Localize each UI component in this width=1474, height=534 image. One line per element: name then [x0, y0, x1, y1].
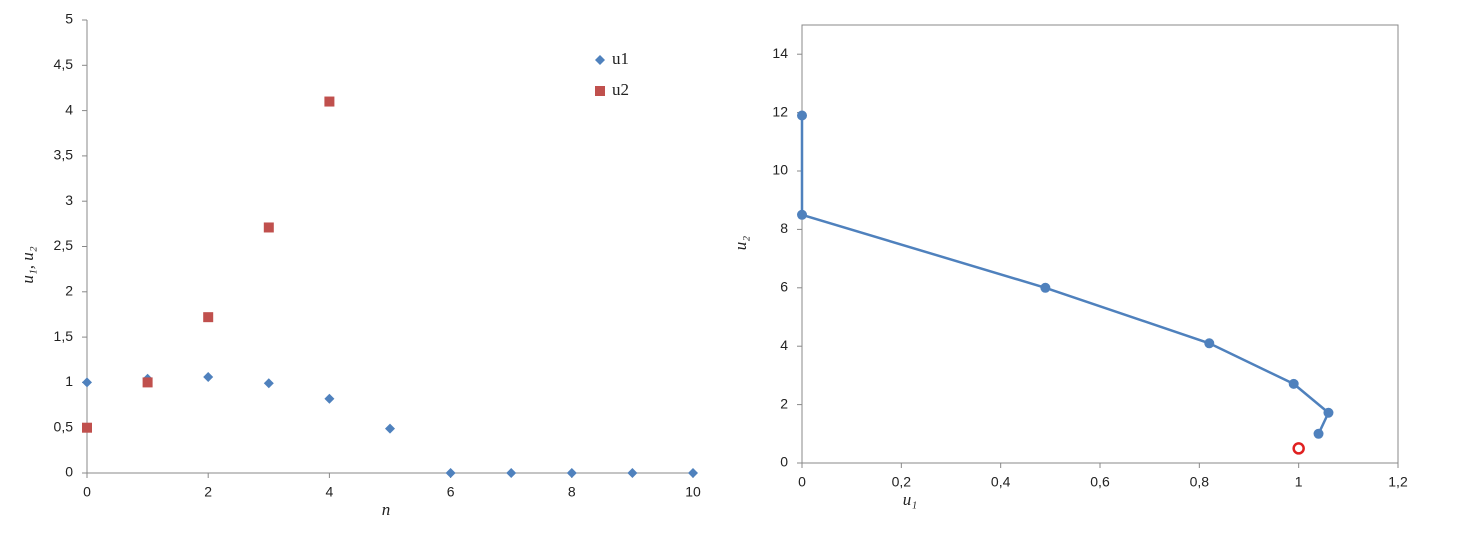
- x-tick-label: 0,6: [1090, 474, 1110, 490]
- x-tick-label: 4: [326, 484, 334, 500]
- y-tick-label: 0: [780, 454, 788, 470]
- y-tick-label: 10: [772, 162, 788, 178]
- legend-marker: [595, 86, 605, 96]
- y-tick-label: 3: [65, 192, 73, 208]
- point: [1323, 407, 1334, 418]
- x-tick-label: 10: [685, 484, 701, 500]
- y-tick-label: 8: [780, 220, 788, 236]
- y-tick-label: 4: [780, 337, 788, 353]
- marker: [324, 96, 335, 107]
- marker: [203, 371, 214, 382]
- y-tick-label: 4: [65, 101, 73, 117]
- marker: [688, 468, 698, 478]
- y-axis-label: u₂: [731, 236, 750, 251]
- point: [1288, 378, 1299, 389]
- legend-label: u2: [612, 80, 629, 99]
- line: [800, 115, 1331, 435]
- marker: [445, 468, 456, 478]
- marker: [263, 222, 274, 233]
- y-tick-label: 2,5: [54, 237, 74, 253]
- marker: [203, 312, 214, 323]
- x-tick-label: 2: [204, 484, 212, 500]
- legend-marker: [595, 55, 605, 65]
- y-tick-label: 4,5: [54, 56, 74, 72]
- y-tick-label: 3,5: [54, 147, 74, 163]
- y-tick-label: 2: [65, 283, 73, 299]
- y-tick-label: 12: [772, 103, 788, 119]
- point: [797, 110, 807, 121]
- point: [1204, 338, 1215, 349]
- x-tick-label: 6: [447, 484, 455, 500]
- marker: [142, 377, 153, 388]
- x-tick-label: 1,2: [1388, 474, 1408, 490]
- y-tick-label: 0,5: [54, 418, 74, 434]
- marker: [385, 423, 395, 434]
- marker: [82, 422, 92, 433]
- point: [1313, 428, 1324, 439]
- x-axis-label: n: [382, 500, 391, 519]
- marker: [506, 468, 517, 478]
- y-tick-label: 0: [65, 464, 73, 480]
- x-tick-label: 1: [1295, 474, 1303, 490]
- y-axis-label: u₁, u₂: [18, 246, 37, 283]
- start-point: [1292, 442, 1305, 455]
- marker: [566, 468, 577, 478]
- marker: [324, 393, 335, 404]
- x-tick-label: 0: [798, 474, 806, 490]
- x-tick-label: 8: [568, 484, 576, 500]
- marker: [82, 377, 92, 388]
- y-tick-label: 6: [780, 279, 788, 295]
- x-axis-label: u₁: [903, 490, 917, 509]
- x-tick-label: 0,4: [991, 474, 1011, 490]
- point: [1040, 282, 1051, 293]
- y-tick-label: 1: [65, 373, 73, 389]
- y-tick-label: 1,5: [54, 328, 74, 344]
- y-tick-label: 5: [65, 11, 73, 27]
- marker: [627, 468, 638, 478]
- legend-label: u1: [612, 49, 629, 68]
- x-tick-label: 0,8: [1190, 474, 1210, 490]
- y-tick-label: 2: [780, 395, 788, 411]
- x-tick-label: 0,2: [892, 474, 912, 490]
- y-tick-label: 14: [772, 45, 788, 61]
- x-tick-label: 0: [83, 484, 91, 500]
- point: [797, 209, 807, 220]
- marker: [263, 378, 274, 389]
